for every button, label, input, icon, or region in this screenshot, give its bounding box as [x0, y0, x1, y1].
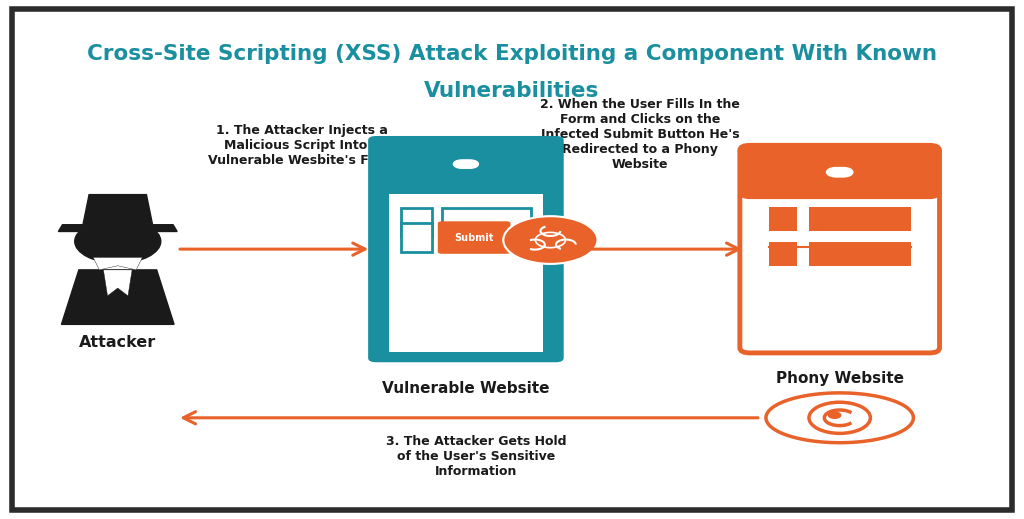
Text: 1. The Attacker Injects a
Malicious Script Into a
Vulnerable Wesbite's Form: 1. The Attacker Injects a Malicious Scri…: [208, 124, 396, 167]
Circle shape: [830, 168, 849, 177]
Text: Vulnerable Website: Vulnerable Website: [382, 381, 550, 397]
Text: Submit: Submit: [455, 233, 494, 242]
Circle shape: [809, 402, 870, 433]
Circle shape: [835, 168, 853, 177]
FancyBboxPatch shape: [809, 242, 911, 266]
Text: Cross-Site Scripting (XSS) Attack Exploiting a Component With Known: Cross-Site Scripting (XSS) Attack Exploi…: [87, 45, 937, 64]
FancyBboxPatch shape: [768, 207, 797, 230]
Circle shape: [504, 216, 598, 264]
Circle shape: [828, 412, 841, 418]
Polygon shape: [766, 393, 913, 443]
FancyBboxPatch shape: [389, 194, 544, 352]
Circle shape: [454, 160, 470, 168]
FancyBboxPatch shape: [12, 9, 1012, 510]
FancyBboxPatch shape: [401, 208, 432, 236]
Text: 3. The Attacker Gets Hold
of the User's Sensitive
Information: 3. The Attacker Gets Hold of the User's …: [386, 435, 566, 478]
Text: 2. When the User Fills In the
Form and Clicks on the
Infected Submit Button He's: 2. When the User Fills In the Form and C…: [540, 99, 740, 171]
Text: Phony Website: Phony Website: [776, 371, 903, 386]
Text: Attacker: Attacker: [79, 335, 157, 350]
Circle shape: [462, 160, 478, 168]
Polygon shape: [58, 225, 177, 231]
FancyBboxPatch shape: [768, 242, 797, 266]
Polygon shape: [103, 270, 132, 296]
FancyBboxPatch shape: [739, 145, 939, 353]
FancyBboxPatch shape: [809, 207, 911, 230]
Circle shape: [826, 168, 845, 177]
Circle shape: [458, 160, 474, 168]
FancyBboxPatch shape: [442, 208, 531, 236]
Circle shape: [536, 233, 565, 248]
Polygon shape: [93, 257, 142, 270]
Text: Vulnerabilities: Vulnerabilities: [424, 81, 600, 101]
Circle shape: [75, 220, 161, 263]
FancyBboxPatch shape: [750, 151, 930, 194]
FancyBboxPatch shape: [438, 221, 511, 254]
FancyBboxPatch shape: [739, 145, 939, 199]
FancyBboxPatch shape: [369, 136, 563, 362]
Polygon shape: [61, 270, 174, 324]
FancyBboxPatch shape: [401, 223, 432, 252]
Polygon shape: [83, 195, 153, 225]
